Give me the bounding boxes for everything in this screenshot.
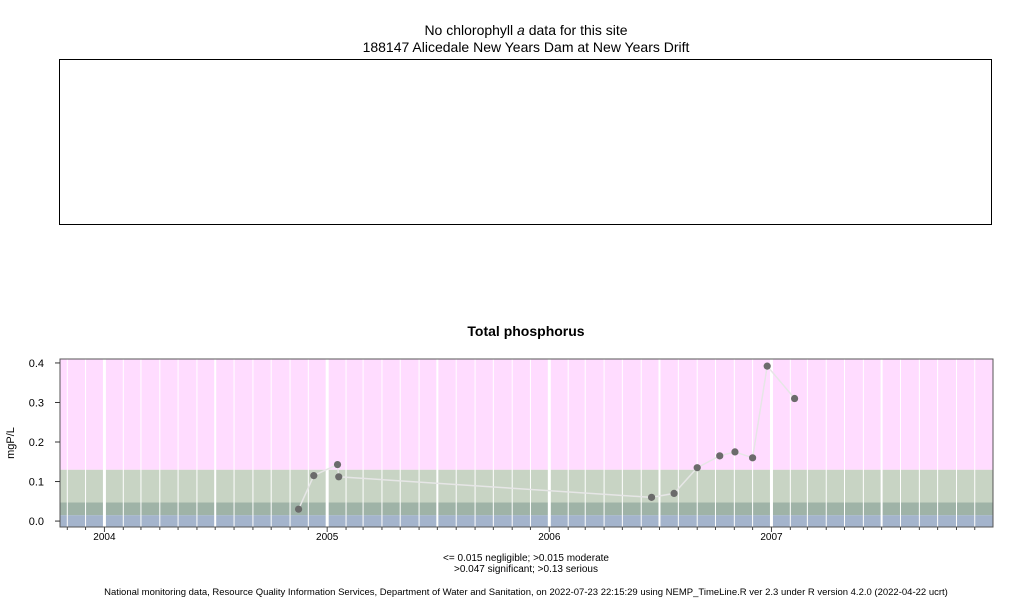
y-tick-label: 0.0	[29, 516, 44, 528]
data-points	[294, 362, 799, 513]
y-tick-label: 0.2	[29, 437, 44, 449]
footer-credit: National monitoring data, Resource Quali…	[104, 587, 948, 598]
y-tick-label: 0.3	[29, 397, 44, 409]
data-point	[693, 464, 701, 472]
threshold-bands	[60, 359, 993, 527]
band-significant	[60, 469, 993, 503]
x-tick-label: 2005	[316, 532, 339, 543]
x-axis: 2004 2005 2006 2007	[66, 527, 976, 543]
y-axis: 0.0 0.1 0.2 0.3 0.4	[29, 358, 60, 528]
data-point	[763, 362, 771, 370]
x-tick-label: 2006	[538, 532, 561, 543]
data-point	[335, 473, 343, 481]
chart-title: Total phosphorus	[467, 323, 585, 339]
data-point	[716, 452, 724, 460]
y-axis-label: mgP/L	[5, 427, 17, 459]
data-point	[647, 493, 656, 501]
data-point	[294, 505, 303, 513]
legend-line-1: <= 0.015 negligible; >0.015 moderate	[443, 553, 609, 564]
site-subtitle: 188147 Alicedale New Years Dam at New Ye…	[362, 39, 690, 55]
empty-chlorophyll-panel	[59, 59, 992, 225]
data-point	[333, 460, 342, 469]
plot-frame	[59, 358, 994, 528]
data-point	[748, 454, 757, 462]
data-point	[310, 472, 318, 480]
data-point	[670, 489, 678, 497]
legend-line-2: >0.047 significant; >0.13 serious	[454, 564, 598, 575]
data-point	[731, 448, 739, 456]
chlorophyll-title-prefix: No chlorophyll	[424, 22, 518, 38]
chlorophyll-title-italic: a	[517, 22, 525, 38]
y-tick-label: 0.1	[29, 477, 44, 489]
x-tick-label: 2007	[760, 532, 783, 543]
y-tick-label: 0.4	[29, 358, 44, 370]
chlorophyll-title-suffix: data for this site	[524, 22, 628, 38]
data-point	[790, 394, 799, 403]
series-polyline	[297, 364, 796, 510]
band-serious	[60, 359, 993, 470]
x-tick-label: 2004	[93, 532, 116, 543]
band-moderate	[60, 502, 993, 516]
band-negligible	[60, 515, 993, 527]
vertical-gridlines	[66, 359, 976, 527]
chlorophyll-title: No chlorophyll a data for this site	[0, 22, 1024, 38]
